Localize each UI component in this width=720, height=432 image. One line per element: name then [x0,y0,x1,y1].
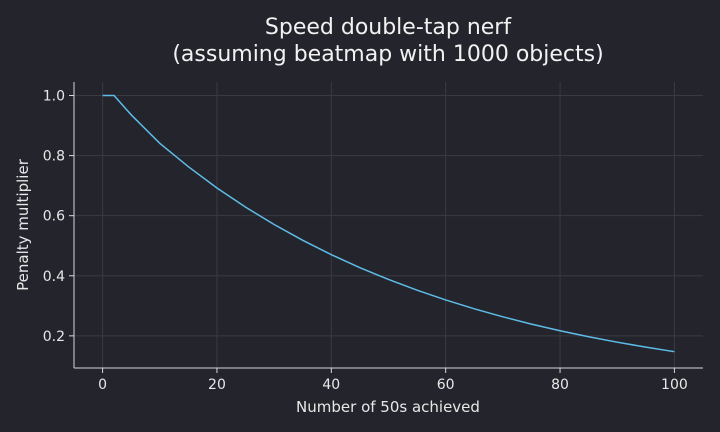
x-tick-label: 0 [98,377,107,393]
y-tick-label: 0.2 [43,329,65,345]
y-tick-label: 1.0 [43,89,65,105]
penalty-curve-line [102,94,675,353]
axes [73,82,703,369]
y-tick-label: 0.8 [43,149,65,165]
chart-title-line-1: Speed double-tap nerf [265,15,512,40]
x-tick-label: 100 [661,377,688,393]
x-tick-label: 40 [322,377,340,393]
y-axis-label: Penalty multiplier [14,158,32,291]
chart-title-line-2: (assuming beatmap with 1000 objects) [172,42,603,67]
x-tick-label: 60 [437,377,455,393]
tick-labels: 0 20 40 60 80 100 0.2 0.4 0.6 0.8 1.0 [43,89,688,393]
y-tick-label: 0.4 [43,269,65,285]
x-tick-label: 20 [208,377,226,393]
grid [74,82,703,368]
x-axis-label: Number of 50s achieved [296,398,480,416]
series-layer [102,94,675,353]
x-tick-label: 80 [551,377,569,393]
y-tick-label: 0.6 [43,209,65,225]
